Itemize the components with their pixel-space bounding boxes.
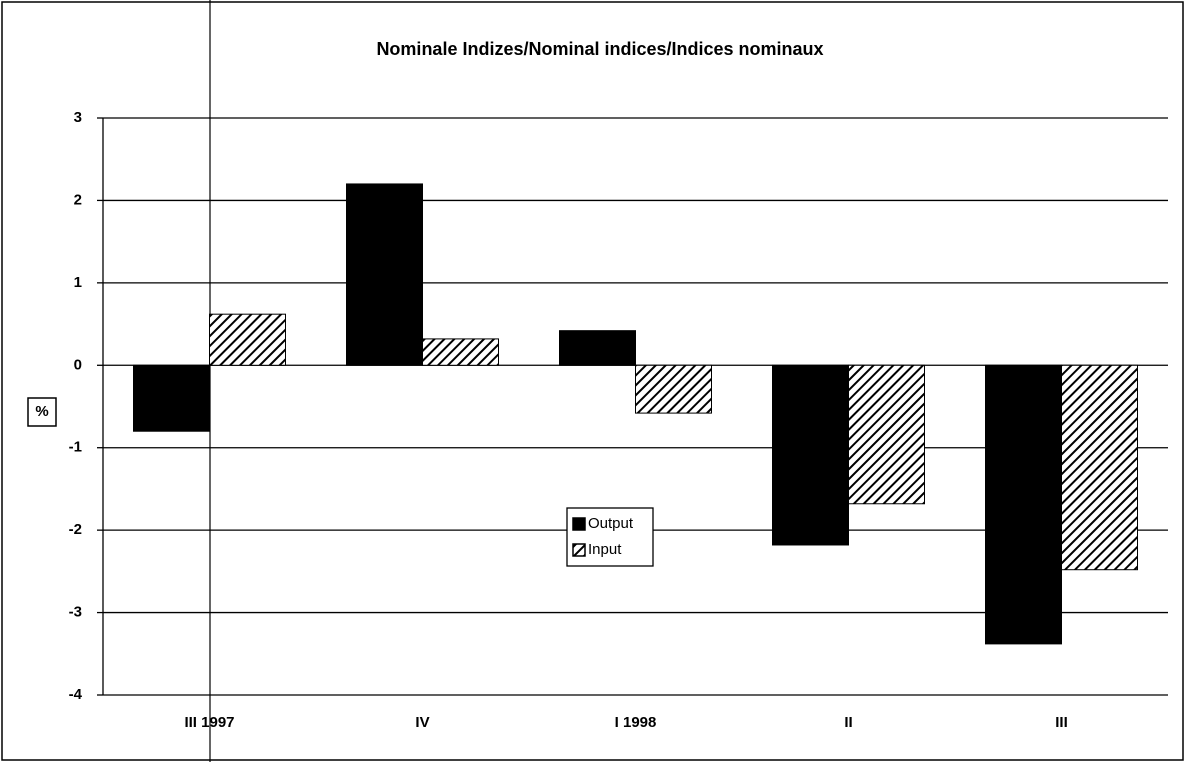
y-tick-label: 2: [74, 191, 82, 208]
x-tick-label: I 1998: [615, 714, 657, 731]
bar: [772, 364, 849, 546]
legend-swatch: [572, 517, 586, 531]
bar: [346, 183, 423, 366]
bar: [559, 330, 636, 366]
bar: [848, 364, 925, 505]
bar: [635, 364, 712, 414]
chart-title: Nominale Indizes/Nominal indices/Indices…: [376, 39, 823, 59]
y-tick-label: 1: [74, 274, 82, 291]
bar: [985, 364, 1062, 645]
bar: [209, 313, 286, 366]
x-tick-label: IV: [415, 714, 429, 731]
bar: [1061, 364, 1138, 571]
y-tick-label: 0: [74, 356, 82, 373]
legend-swatch: [572, 543, 586, 557]
y-tick-label: 3: [74, 109, 82, 126]
y-tick-label: -1: [69, 439, 82, 456]
bar: [422, 338, 499, 366]
y-tick-label: -4: [69, 686, 83, 703]
x-tick-label: III 1997: [184, 714, 234, 731]
x-tick-label: III: [1055, 714, 1068, 731]
bar: [133, 364, 210, 432]
y-axis-label: %: [35, 403, 48, 420]
x-tick-label: II: [844, 714, 852, 731]
y-tick-label: -3: [69, 604, 82, 621]
y-label-box: [27, 397, 57, 427]
legend-label: Output: [588, 515, 634, 532]
legend-label: Input: [588, 541, 622, 558]
y-tick-label: -2: [69, 521, 82, 538]
